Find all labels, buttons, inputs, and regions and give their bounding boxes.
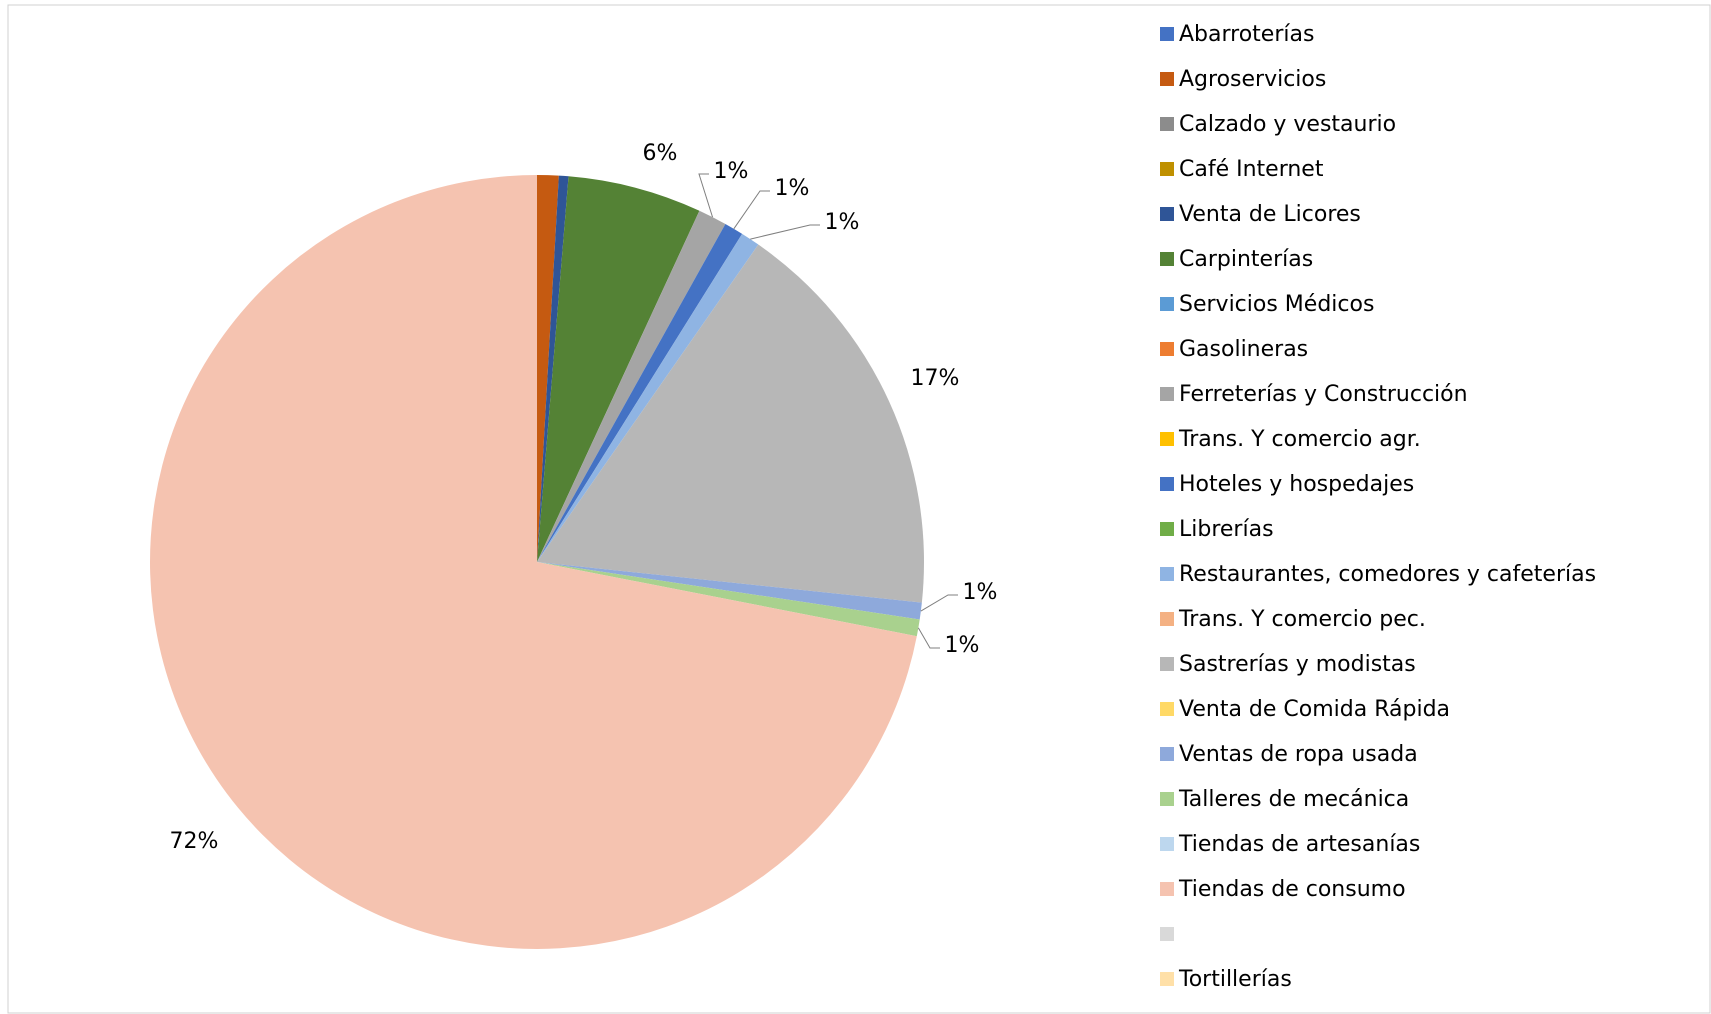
legend-label: Venta de Comida Rápida xyxy=(1179,697,1450,722)
data-label: 17% xyxy=(911,366,960,391)
legend-swatch xyxy=(1160,477,1174,491)
data-label: 1% xyxy=(714,159,749,184)
legend-label: Abarroterías xyxy=(1179,22,1314,47)
legend-label: Talleres de mecánica xyxy=(1178,787,1409,812)
legend-swatch xyxy=(1160,657,1174,671)
legend-label: Hoteles y hospedajes xyxy=(1179,472,1414,497)
leader-line xyxy=(750,224,820,240)
legend-label: Café Internet xyxy=(1179,157,1324,182)
legend-swatch xyxy=(1160,837,1174,851)
legend-swatch xyxy=(1160,747,1174,761)
legend-label: Agroservicios xyxy=(1179,67,1326,92)
legend-swatch xyxy=(1160,567,1174,581)
legend-label: Trans. Y comercio pec. xyxy=(1178,607,1426,632)
data-label: 1% xyxy=(825,210,860,235)
legend-swatch xyxy=(1160,27,1174,41)
leader-line xyxy=(917,627,940,649)
legend-label: Tiendas de consumo xyxy=(1178,877,1406,902)
legend-label: Servicios Médicos xyxy=(1179,292,1374,317)
legend-label: Tortillerías xyxy=(1178,967,1292,992)
pie-slice xyxy=(537,176,700,562)
legend-swatch xyxy=(1160,252,1174,266)
data-label: 1% xyxy=(945,633,980,658)
legend-label: Sastrerías y modistas xyxy=(1179,652,1416,677)
legend-swatch xyxy=(1160,882,1174,896)
leader-line xyxy=(698,173,714,218)
legend-label: Trans. Y comercio agr. xyxy=(1178,427,1421,452)
legend-swatch xyxy=(1160,522,1174,536)
legend-swatch xyxy=(1160,297,1174,311)
legend-swatch xyxy=(1160,432,1174,446)
legend-swatch xyxy=(1160,927,1174,941)
pie-slice xyxy=(537,244,925,603)
legend-swatch xyxy=(1160,612,1174,626)
data-label: 6% xyxy=(643,141,678,166)
pie-slice xyxy=(537,562,920,637)
data-label: 72% xyxy=(170,829,219,854)
legend-label: Ventas de ropa usada xyxy=(1179,742,1418,767)
legend-swatch xyxy=(1160,207,1174,221)
pie-slice xyxy=(537,223,743,562)
legend-swatch xyxy=(1160,342,1174,356)
legend-label: Gasolineras xyxy=(1179,337,1308,362)
legend-label: Carpinterías xyxy=(1179,247,1313,272)
data-label: 1% xyxy=(963,580,998,605)
pie-slice xyxy=(537,175,559,562)
legend-label: Calzado y vestaurio xyxy=(1179,112,1396,137)
leader-line xyxy=(920,594,958,612)
legend-swatch xyxy=(1160,387,1174,401)
pie-slice xyxy=(537,233,759,563)
pie-slice xyxy=(149,175,917,949)
legend-swatch xyxy=(1160,792,1174,806)
pie-slice xyxy=(537,562,922,620)
legend-label: Tiendas de artesanías xyxy=(1178,832,1420,857)
legend-label: Librerías xyxy=(1179,517,1274,542)
pie-slice xyxy=(537,175,569,562)
data-label: 1% xyxy=(775,176,810,201)
legend-swatch xyxy=(1160,162,1174,176)
legend-swatch xyxy=(1160,72,1174,86)
legend-swatch xyxy=(1160,117,1174,131)
legend-label: Restaurantes, comedores y cafeterías xyxy=(1179,562,1596,587)
leader-line xyxy=(733,190,770,230)
legend-swatch xyxy=(1160,702,1174,716)
legend-label: Venta de Licores xyxy=(1179,202,1361,227)
legend-label: Ferreterías y Construcción xyxy=(1179,382,1468,407)
pie-slice xyxy=(537,210,726,562)
legend-swatch xyxy=(1160,972,1174,986)
